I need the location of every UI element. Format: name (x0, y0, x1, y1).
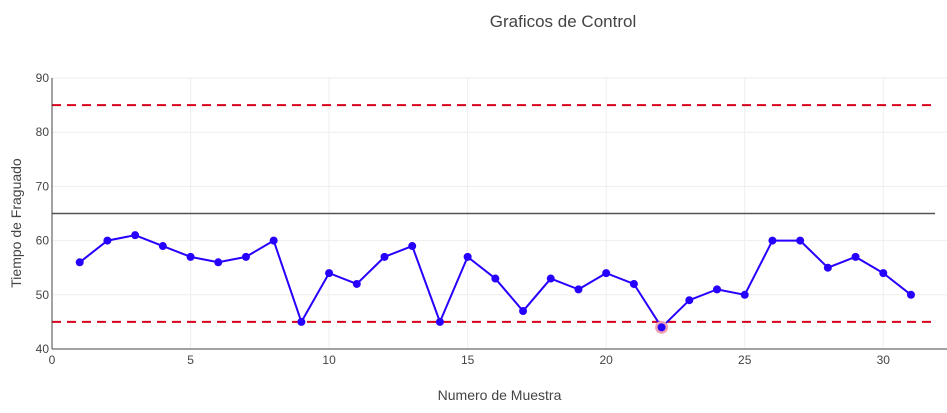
data-point (906, 290, 915, 299)
x-tick-label: 25 (738, 353, 752, 367)
x-tick-label: 20 (599, 353, 613, 367)
x-axis-label: Numero de Muestra (437, 387, 562, 403)
data-point (796, 236, 805, 245)
data-point (491, 274, 500, 283)
data-point (269, 236, 278, 245)
reference-lines (52, 104, 935, 323)
data-point (740, 290, 749, 299)
data-point (768, 236, 777, 245)
data-series (75, 231, 915, 334)
axes (51, 78, 947, 350)
data-point (380, 252, 389, 261)
data-point (186, 252, 195, 261)
data-point (103, 236, 112, 245)
data-point (657, 323, 666, 332)
x-tick-label: 30 (877, 353, 891, 367)
data-point (713, 285, 722, 294)
data-point (546, 274, 555, 283)
y-tick-label: 40 (36, 342, 50, 356)
data-point (131, 231, 140, 240)
data-point (685, 296, 694, 305)
tick-labels: 40 50 60 70 80 90 0 5 10 15 20 25 30 (36, 71, 891, 367)
data-point (851, 252, 860, 261)
y-tick-label: 90 (36, 71, 50, 85)
y-tick-label: 70 (36, 179, 50, 193)
data-point (214, 258, 223, 267)
y-axis-label: Tiempo de Fraguado (8, 158, 24, 288)
x-tick-label: 10 (322, 353, 336, 367)
x-tick-label: 15 (461, 353, 475, 367)
chart-title: Graficos de Control (489, 12, 637, 31)
data-point (629, 279, 638, 288)
data-point (241, 252, 250, 261)
data-point (435, 317, 444, 326)
data-point (158, 242, 167, 251)
data-point (325, 269, 334, 278)
y-tick-label: 80 (36, 125, 50, 139)
data-point (463, 252, 472, 261)
data-point (297, 317, 306, 326)
data-point (879, 269, 888, 278)
data-point (574, 285, 583, 294)
data-point (823, 263, 832, 272)
x-tick-label: 5 (187, 353, 194, 367)
data-point (75, 258, 84, 267)
data-point (602, 269, 611, 278)
data-point (408, 242, 417, 251)
data-point (519, 307, 528, 316)
y-tick-label: 50 (36, 288, 50, 302)
data-point (352, 279, 361, 288)
y-tick-label: 60 (36, 234, 50, 248)
x-tick-label: 0 (49, 353, 56, 367)
